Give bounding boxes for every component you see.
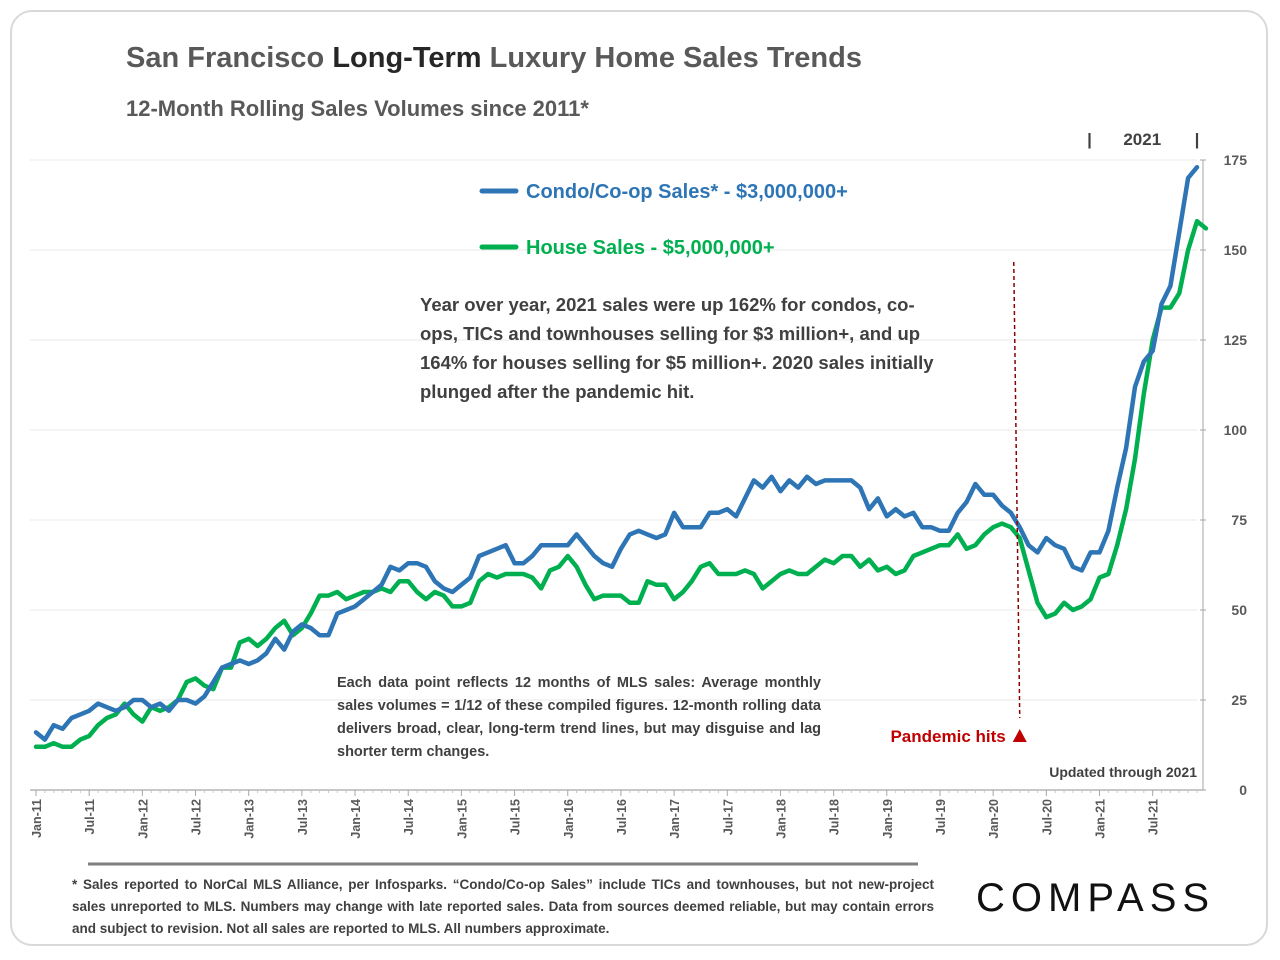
pandemic-label: Pandemic hits: [890, 727, 1005, 746]
compass-logo: COMPASS: [976, 876, 1216, 920]
x-tick-label: Jan-21: [1094, 799, 1108, 839]
y-tick-label: 25: [1231, 692, 1247, 708]
x-tick-label: Jan-13: [243, 799, 257, 839]
x-tick-label: Jul-21: [1147, 799, 1161, 835]
year-bracket-label: 2021: [1123, 130, 1161, 149]
series-line-house: [33, 218, 1209, 750]
x-tick-label: Jan-20: [987, 799, 1001, 839]
pandemic-marker-line: [1012, 261, 1021, 719]
x-tick-label: Jul-15: [509, 799, 523, 835]
x-tick-label: Jan-19: [881, 799, 895, 839]
x-tick-label: Jul-16: [615, 799, 629, 835]
x-tick-label: Jul-14: [402, 799, 416, 835]
title-part-1: San Francisco: [126, 42, 333, 74]
x-tick-label: Jan-16: [562, 799, 576, 839]
x-tick-label: Jul-18: [828, 799, 842, 835]
x-tick-label: Jan-15: [455, 799, 469, 839]
title-part-3: Luxury Home Sales Trends: [481, 42, 862, 74]
legend-label-condo: Condo/Co-op Sales* - $3,000,000+: [526, 181, 848, 203]
yoy-annotation: Year over year, 2021 sales were up 162% …: [420, 294, 934, 402]
year-bracket-left: |: [1087, 130, 1092, 149]
y-tick-label: 125: [1224, 332, 1248, 348]
x-tick-label: Jan-11: [30, 799, 44, 838]
series-line-condo: [33, 164, 1200, 742]
y-tick-label: 150: [1224, 242, 1248, 258]
pandemic-triangle-icon: [1012, 729, 1027, 742]
x-tick-label: Jan-17: [668, 799, 682, 839]
x-tick-label: Jan-14: [349, 799, 363, 839]
year-bracket-right: |: [1195, 130, 1200, 149]
methodology-note: Each data point reflects 12 months of ML…: [337, 675, 821, 760]
y-tick-label: 75: [1231, 512, 1247, 528]
x-tick-label: Jul-12: [190, 799, 204, 835]
legend-label-house: House Sales - $5,000,000+: [526, 237, 775, 259]
x-tick-label: Jan-18: [774, 799, 788, 839]
y-tick-label: 0: [1239, 782, 1247, 798]
x-tick-label: Jul-20: [1040, 799, 1054, 835]
x-tick-label: Jul-17: [721, 799, 735, 835]
footnote: * Sales reported to NorCal MLS Alliance,…: [72, 877, 934, 936]
y-tick-label: 100: [1224, 422, 1248, 438]
chart-subtitle: 12-Month Rolling Sales Volumes since 201…: [126, 96, 589, 121]
chart-title: San Francisco Long-Term Luxury Home Sale…: [126, 42, 862, 75]
x-tick-label: Jul-13: [296, 799, 310, 835]
x-tick-label: Jul-11: [83, 799, 97, 834]
y-tick-label: 175: [1224, 152, 1248, 168]
updated-note: Updated through 2021: [1049, 764, 1197, 780]
title-part-2-emphasis: Long-Term: [332, 42, 482, 74]
y-tick-label: 50: [1231, 602, 1247, 618]
x-tick-label: Jul-19: [934, 799, 948, 835]
x-tick-label: Jan-12: [136, 799, 150, 839]
